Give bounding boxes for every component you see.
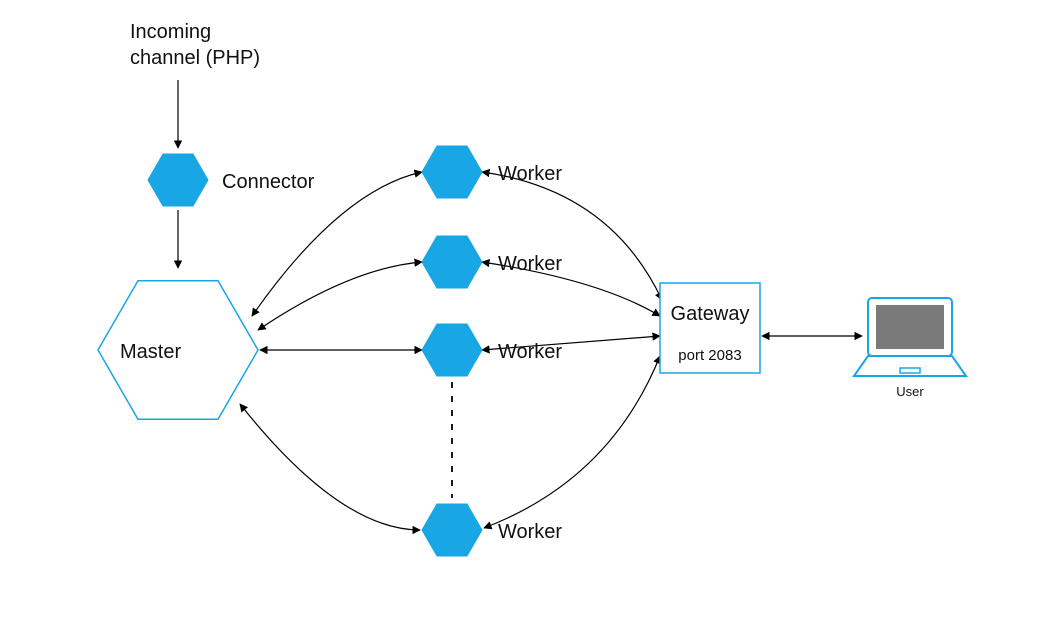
connector-node bbox=[148, 154, 208, 206]
gateway-title: Gateway bbox=[671, 303, 750, 325]
gateway-port: port 2083 bbox=[678, 347, 741, 364]
edge-master-worker2 bbox=[258, 262, 422, 330]
edge-master-worker1 bbox=[252, 172, 422, 316]
incoming-label-line1: Incoming bbox=[130, 21, 211, 43]
worker-node-1 bbox=[422, 146, 482, 198]
worker-label-4: Worker bbox=[498, 521, 562, 543]
incoming-label-line2: channel (PHP) bbox=[130, 47, 260, 69]
worker-node-4 bbox=[422, 504, 482, 556]
edge-worker4-gateway bbox=[484, 356, 660, 528]
worker-label-3: Worker bbox=[498, 341, 562, 363]
worker-label-1: Worker bbox=[498, 163, 562, 185]
edge-master-worker4 bbox=[240, 404, 420, 530]
user-icon bbox=[854, 298, 966, 376]
user-label: User bbox=[896, 384, 924, 399]
worker-node-3 bbox=[422, 324, 482, 376]
worker-node-2 bbox=[422, 236, 482, 288]
connector-label: Connector bbox=[222, 171, 315, 193]
architecture-diagram: Incoming channel (PHP) Connector Master … bbox=[0, 0, 1045, 632]
worker-label-2: Worker bbox=[498, 253, 562, 275]
master-label: Master bbox=[120, 341, 181, 363]
